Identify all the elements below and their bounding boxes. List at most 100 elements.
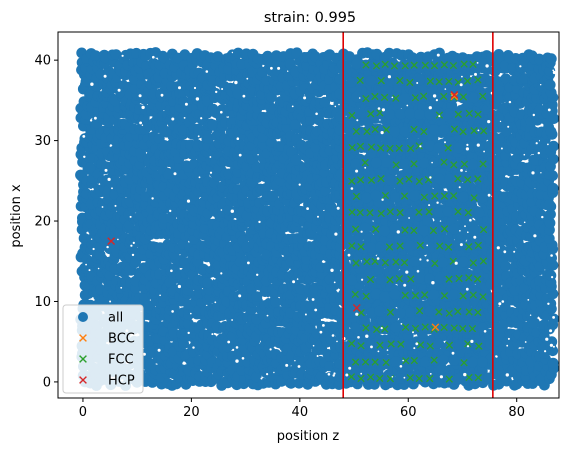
all-point	[365, 75, 377, 86]
all-point	[90, 50, 101, 61]
all-point	[135, 147, 147, 159]
all-point	[448, 289, 460, 301]
all-point	[409, 190, 420, 202]
gap-speck	[247, 261, 250, 265]
all-point	[389, 288, 401, 300]
all-point	[351, 91, 363, 103]
all-point	[202, 277, 213, 289]
gap-speck	[523, 221, 526, 224]
all-point	[409, 256, 421, 267]
all-point	[168, 327, 179, 339]
all-point	[203, 133, 214, 144]
all-point	[346, 274, 358, 286]
all-point	[241, 210, 253, 222]
all-point	[544, 79, 556, 91]
all-point	[547, 357, 559, 369]
gap-speck	[550, 254, 553, 257]
all-point	[424, 241, 435, 253]
all-point	[548, 313, 559, 325]
gap-speck	[336, 206, 340, 210]
all-point	[384, 109, 395, 120]
all-point	[433, 142, 444, 154]
gap-speck	[355, 169, 359, 173]
all-point	[437, 354, 449, 366]
all-point	[350, 322, 361, 334]
all-point	[370, 190, 382, 202]
all-point	[399, 93, 411, 104]
all-point	[433, 373, 445, 385]
all-point	[545, 270, 557, 281]
all-point	[442, 108, 454, 120]
gap-speck	[207, 263, 211, 267]
all-point	[365, 242, 377, 253]
gap-speck	[238, 294, 242, 298]
all-point	[404, 240, 416, 252]
all-point	[434, 173, 446, 185]
gap-speck	[466, 143, 469, 146]
gap-speck	[444, 141, 446, 144]
gap-speck	[551, 276, 554, 279]
gap-speck	[103, 74, 107, 78]
gap-speck	[470, 75, 472, 78]
gap-speck	[396, 230, 400, 234]
gap-speck	[141, 124, 144, 126]
all-point	[547, 182, 559, 194]
all-point	[453, 372, 465, 384]
gap-speck	[469, 218, 472, 222]
all-point	[193, 123, 205, 135]
all-point	[414, 109, 425, 120]
all-point	[390, 356, 402, 367]
gap-speck	[498, 302, 502, 306]
gap-speck	[209, 171, 213, 174]
all-point	[370, 157, 382, 169]
all-point	[379, 291, 390, 303]
gap-speck	[296, 278, 299, 280]
gap-speck	[547, 143, 549, 146]
gap-speck	[429, 373, 432, 375]
gap-speck	[476, 143, 480, 147]
all-point	[207, 103, 219, 115]
all-point	[404, 108, 416, 120]
all-point	[473, 141, 485, 153]
all-point	[374, 305, 386, 317]
all-point	[379, 225, 391, 237]
gap-speck	[540, 172, 542, 174]
gap-speck	[330, 268, 334, 272]
all-point	[345, 76, 357, 88]
gap-speck	[235, 346, 239, 349]
all-point	[463, 141, 475, 153]
gap-speck	[376, 257, 380, 260]
all-point	[545, 53, 557, 65]
all-point	[428, 289, 440, 301]
all-point	[381, 157, 392, 169]
gap-speck	[114, 204, 117, 207]
all-point	[158, 212, 170, 224]
all-point	[545, 298, 557, 309]
all-point	[365, 339, 376, 351]
gap-speck	[107, 177, 111, 181]
gap-speck	[120, 286, 123, 289]
all-point	[429, 124, 440, 136]
all-point	[477, 322, 489, 334]
all-point	[414, 272, 425, 284]
gap-speck	[460, 169, 463, 172]
all-point	[458, 224, 469, 236]
all-point	[395, 307, 406, 319]
all-point	[418, 157, 430, 169]
all-point	[442, 206, 454, 218]
all-point	[468, 92, 480, 104]
gap-speck	[405, 270, 409, 274]
all-point	[405, 306, 416, 318]
all-point	[418, 225, 430, 237]
all-point	[212, 51, 224, 62]
all-point	[433, 207, 445, 218]
gap-speck	[406, 104, 409, 107]
all-point	[468, 225, 480, 236]
all-point	[543, 199, 555, 210]
all-point	[207, 119, 219, 131]
gap-speck	[109, 300, 112, 303]
all-point	[428, 156, 440, 168]
gap-speck	[268, 296, 271, 299]
